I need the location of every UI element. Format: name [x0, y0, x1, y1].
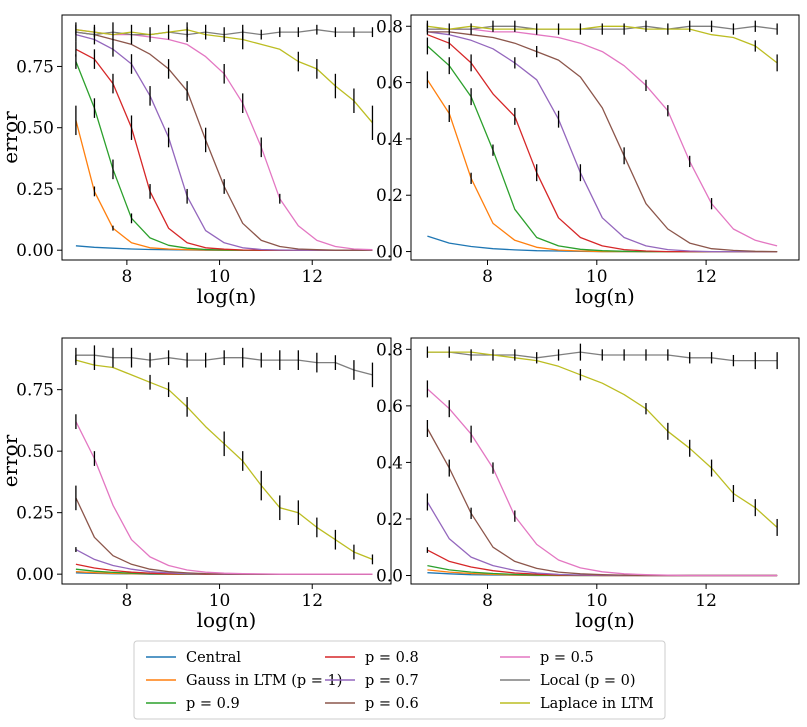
y-tick-label: 0.0	[376, 567, 403, 587]
legend-label-p-0-8: p = 0.8	[365, 650, 419, 666]
panels: 8 10 12 0.00 0.25 0.50 0.75 log(n) error 8 10 12 0.0…	[0, 14, 800, 632]
x-axis-label: log(n)	[575, 284, 635, 308]
y-axis-label: error	[0, 111, 22, 164]
legend-label-p-0-6: p = 0.6	[365, 696, 419, 712]
legend-label-central: Central	[186, 650, 241, 666]
axes-frame	[61, 14, 392, 261]
y-tick-label: 0.6	[376, 74, 403, 94]
x-tick-label: 12	[695, 267, 717, 287]
x-tick-label: 10	[586, 267, 608, 287]
x-tick-label: 8	[482, 591, 493, 611]
series-line-p-0-9	[426, 45, 778, 253]
x-axis-label: log(n)	[575, 608, 635, 632]
x-tick-label: 8	[121, 267, 132, 287]
y-tick-label: 0.00	[16, 565, 54, 585]
legend-label-p-0-5: p = 0.5	[540, 650, 594, 666]
y-tick-label: 0.75	[16, 381, 54, 401]
legend: Central Gauss in LTM (p = 1) p = 0.9 p = 0.…	[133, 640, 666, 720]
series-line-p-0-9	[75, 61, 373, 251]
series-line-p-0-6	[427, 31, 778, 253]
series-line-p-0-5	[427, 28, 778, 247]
series-line-p-0-7	[426, 501, 778, 577]
axes-frame	[410, 337, 800, 585]
x-tick-label: 8	[121, 591, 132, 611]
series-line-p-0-5	[75, 421, 373, 575]
legend-label-local-p-0: Local (p = 0)	[540, 673, 636, 689]
x-tick-label: 10	[586, 591, 608, 611]
x-tick-label: 12	[301, 591, 323, 611]
legend-label-p-0-9: p = 0.9	[186, 696, 240, 712]
y-axis-label: error	[0, 434, 22, 487]
axes-frame	[410, 14, 800, 261]
y-tick-label: 0.2	[376, 510, 403, 530]
y-tick-label: 0.75	[16, 57, 54, 77]
series-line-p-0-7	[75, 549, 373, 575]
series-line-gauss-in-ltm-p-1	[426, 79, 778, 253]
series-line-p-0-5	[75, 29, 373, 251]
series-line-p-0-5	[426, 388, 778, 577]
series-line-p-0-7	[427, 31, 778, 253]
series-line-p-0-6	[426, 428, 778, 577]
series-line-p-0-6	[75, 497, 373, 575]
x-tick-label: 12	[301, 267, 323, 287]
y-tick-label: 0.50	[16, 119, 54, 139]
panel-1: 8 10 12 0.00 0.25 0.50 0.75 log(n) error	[0, 14, 392, 308]
y-tick-label: 0.25	[16, 180, 54, 200]
y-tick-label: 0.8	[376, 340, 403, 360]
y-tick-label: 0.4	[376, 453, 403, 473]
x-axis-label: log(n)	[197, 284, 257, 308]
y-tick-label: 0.8	[376, 17, 403, 37]
y-tick-label: 0.2	[376, 186, 403, 206]
axes-frame	[61, 337, 392, 585]
x-tick-label: 10	[209, 591, 231, 611]
y-tick-label: 0.4	[376, 130, 403, 150]
legend-label-laplace-in-ltm: Laplace in LTM	[540, 696, 654, 712]
y-tick-label: 0.00	[16, 241, 54, 261]
panel-2: 8 10 12 0.0 0.2 0.4 0.6 0.8 log(n)	[376, 14, 800, 308]
x-tick-label: 10	[209, 267, 231, 287]
y-tick-label: 0.6	[376, 397, 403, 417]
legend-label-gauss-in-ltm-p-1: Gauss in LTM (p = 1)	[186, 673, 342, 689]
y-tick-label: 0.25	[16, 504, 54, 524]
series-line-laplace-in-ltm	[75, 359, 373, 561]
x-tick-label: 8	[482, 267, 493, 287]
legend-label-p-0-7: p = 0.7	[365, 673, 419, 689]
legend-frame	[133, 640, 666, 720]
x-tick-label: 12	[695, 591, 717, 611]
panel-4: 8 10 12 0.0 0.2 0.4 0.6 0.8 log(n)	[376, 337, 800, 632]
series-line-laplace-in-ltm	[427, 351, 778, 528]
y-tick-label: 0.0	[376, 243, 403, 263]
panel-3: 8 10 12 0.00 0.25 0.50 0.75 log(n) error	[0, 337, 392, 632]
x-axis-label: log(n)	[197, 608, 257, 632]
y-tick-label: 0.50	[16, 442, 54, 462]
